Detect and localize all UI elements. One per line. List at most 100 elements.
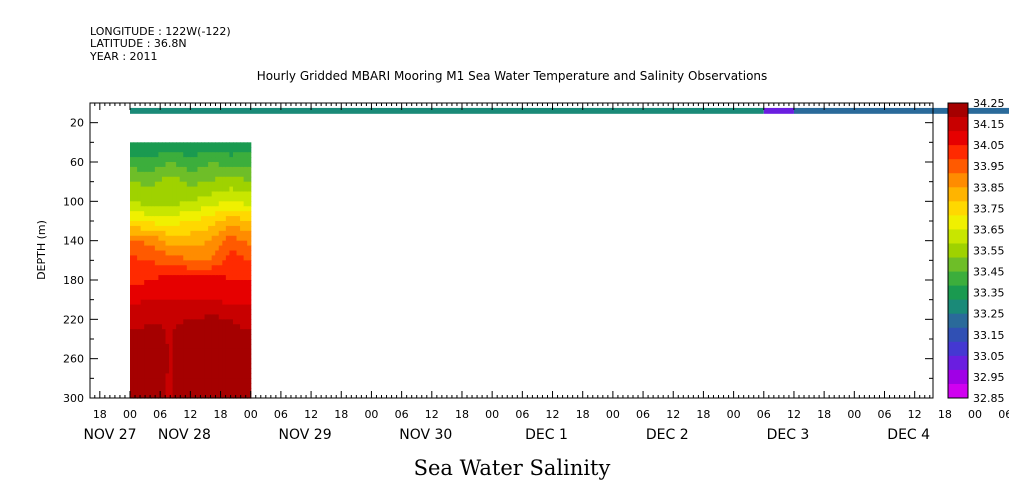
salinity-cell	[144, 358, 149, 365]
salinity-cell	[222, 324, 227, 330]
salinity-cell	[222, 339, 227, 345]
salinity-cell	[218, 176, 223, 183]
x-hour-label: 12	[183, 408, 197, 421]
salinity-cell	[204, 171, 209, 178]
salinity-cell	[172, 304, 177, 311]
salinity-cell	[208, 358, 213, 365]
x-date-label: DEC 4	[887, 427, 930, 443]
salinity-cell	[201, 255, 206, 261]
salinity-cell	[236, 191, 241, 198]
salinity-cell	[169, 280, 174, 286]
salinity-cell	[211, 230, 216, 237]
salinity-cell	[186, 147, 191, 153]
salinity-cell	[186, 329, 191, 335]
salinity-cell	[218, 186, 223, 193]
salinity-cell	[240, 280, 245, 286]
salinity-cell	[165, 191, 170, 198]
salinity-cell	[158, 363, 163, 370]
salinity-cell	[218, 363, 223, 370]
salinity-cell	[183, 358, 188, 365]
salinity-cell	[193, 304, 199, 311]
colorbar-label: 33.35	[973, 287, 1005, 300]
salinity-cell	[225, 225, 231, 232]
salinity-cell	[147, 334, 152, 340]
salinity-cell	[165, 368, 170, 375]
salinity-cell	[208, 319, 213, 325]
salinity-cell	[130, 324, 135, 330]
salinity-cell	[154, 275, 159, 281]
salinity-cell	[140, 260, 145, 266]
salinity-cell	[161, 280, 167, 286]
salinity-cell	[240, 373, 245, 379]
salinity-cell	[161, 334, 167, 340]
salinity-cell	[165, 206, 170, 212]
salinity-cell	[165, 255, 170, 261]
salinity-cell	[240, 206, 245, 212]
salinity-cell	[130, 334, 135, 340]
salinity-cell	[130, 216, 135, 222]
salinity-cell	[211, 314, 216, 320]
salinity-cell	[140, 339, 145, 345]
salinity-cell	[201, 181, 206, 188]
salinity-cell	[240, 186, 245, 193]
salinity-cell	[186, 368, 191, 375]
salinity-cell	[218, 255, 223, 261]
salinity-cell	[130, 162, 135, 168]
salinity-cell	[215, 334, 220, 340]
colorbar-label: 33.55	[973, 245, 1005, 258]
salinity-cell	[247, 162, 252, 168]
salinity-cell	[169, 250, 174, 257]
salinity-cell	[193, 368, 199, 375]
salinity-cell	[215, 319, 220, 325]
salinity-cell	[130, 142, 135, 148]
salinity-cell	[225, 260, 231, 266]
salinity-cell	[243, 388, 248, 394]
salinity-cell	[240, 270, 245, 276]
salinity-cell	[190, 280, 195, 286]
salinity-cell	[165, 358, 170, 365]
salinity-cell	[201, 230, 206, 237]
salinity-cell	[140, 181, 145, 188]
salinity-cell	[193, 378, 199, 384]
salinity-cell	[229, 216, 234, 222]
salinity-cell	[211, 225, 216, 232]
salinity-cell	[229, 245, 234, 252]
salinity-cell	[247, 235, 252, 242]
salinity-cell	[243, 230, 248, 237]
salinity-cell	[204, 250, 209, 257]
colorbar-label: 34.25	[973, 97, 1005, 110]
salinity-cell	[165, 373, 170, 379]
surface-band-segment	[763, 107, 794, 114]
salinity-cell	[236, 260, 241, 266]
salinity-cell	[144, 348, 149, 355]
salinity-cell	[183, 348, 188, 355]
salinity-cell	[190, 314, 195, 320]
salinity-cell	[151, 368, 156, 375]
salinity-cell	[169, 240, 174, 247]
salinity-cell	[151, 147, 156, 153]
salinity-cell	[243, 339, 248, 345]
salinity-cell	[190, 255, 195, 261]
salinity-cell	[161, 373, 167, 379]
salinity-cell	[176, 250, 181, 257]
salinity-cell	[161, 191, 167, 198]
salinity-cell	[218, 388, 223, 394]
salinity-cell	[215, 176, 220, 183]
salinity-cell	[215, 186, 220, 193]
salinity-cell	[158, 142, 163, 148]
salinity-cell	[243, 270, 248, 276]
salinity-cell	[130, 309, 135, 316]
salinity-cell	[169, 157, 174, 163]
salinity-cell	[137, 221, 142, 227]
salinity-cell	[201, 309, 206, 316]
salinity-cell	[140, 176, 145, 183]
colorbar-swatch	[948, 313, 968, 329]
salinity-cell	[204, 221, 209, 227]
salinity-cell	[161, 368, 167, 375]
salinity-cell	[179, 206, 184, 212]
salinity-cell	[130, 358, 135, 365]
salinity-cell	[140, 284, 145, 291]
salinity-cell	[218, 181, 223, 188]
salinity-cell	[151, 329, 156, 335]
salinity-cell	[211, 294, 216, 301]
